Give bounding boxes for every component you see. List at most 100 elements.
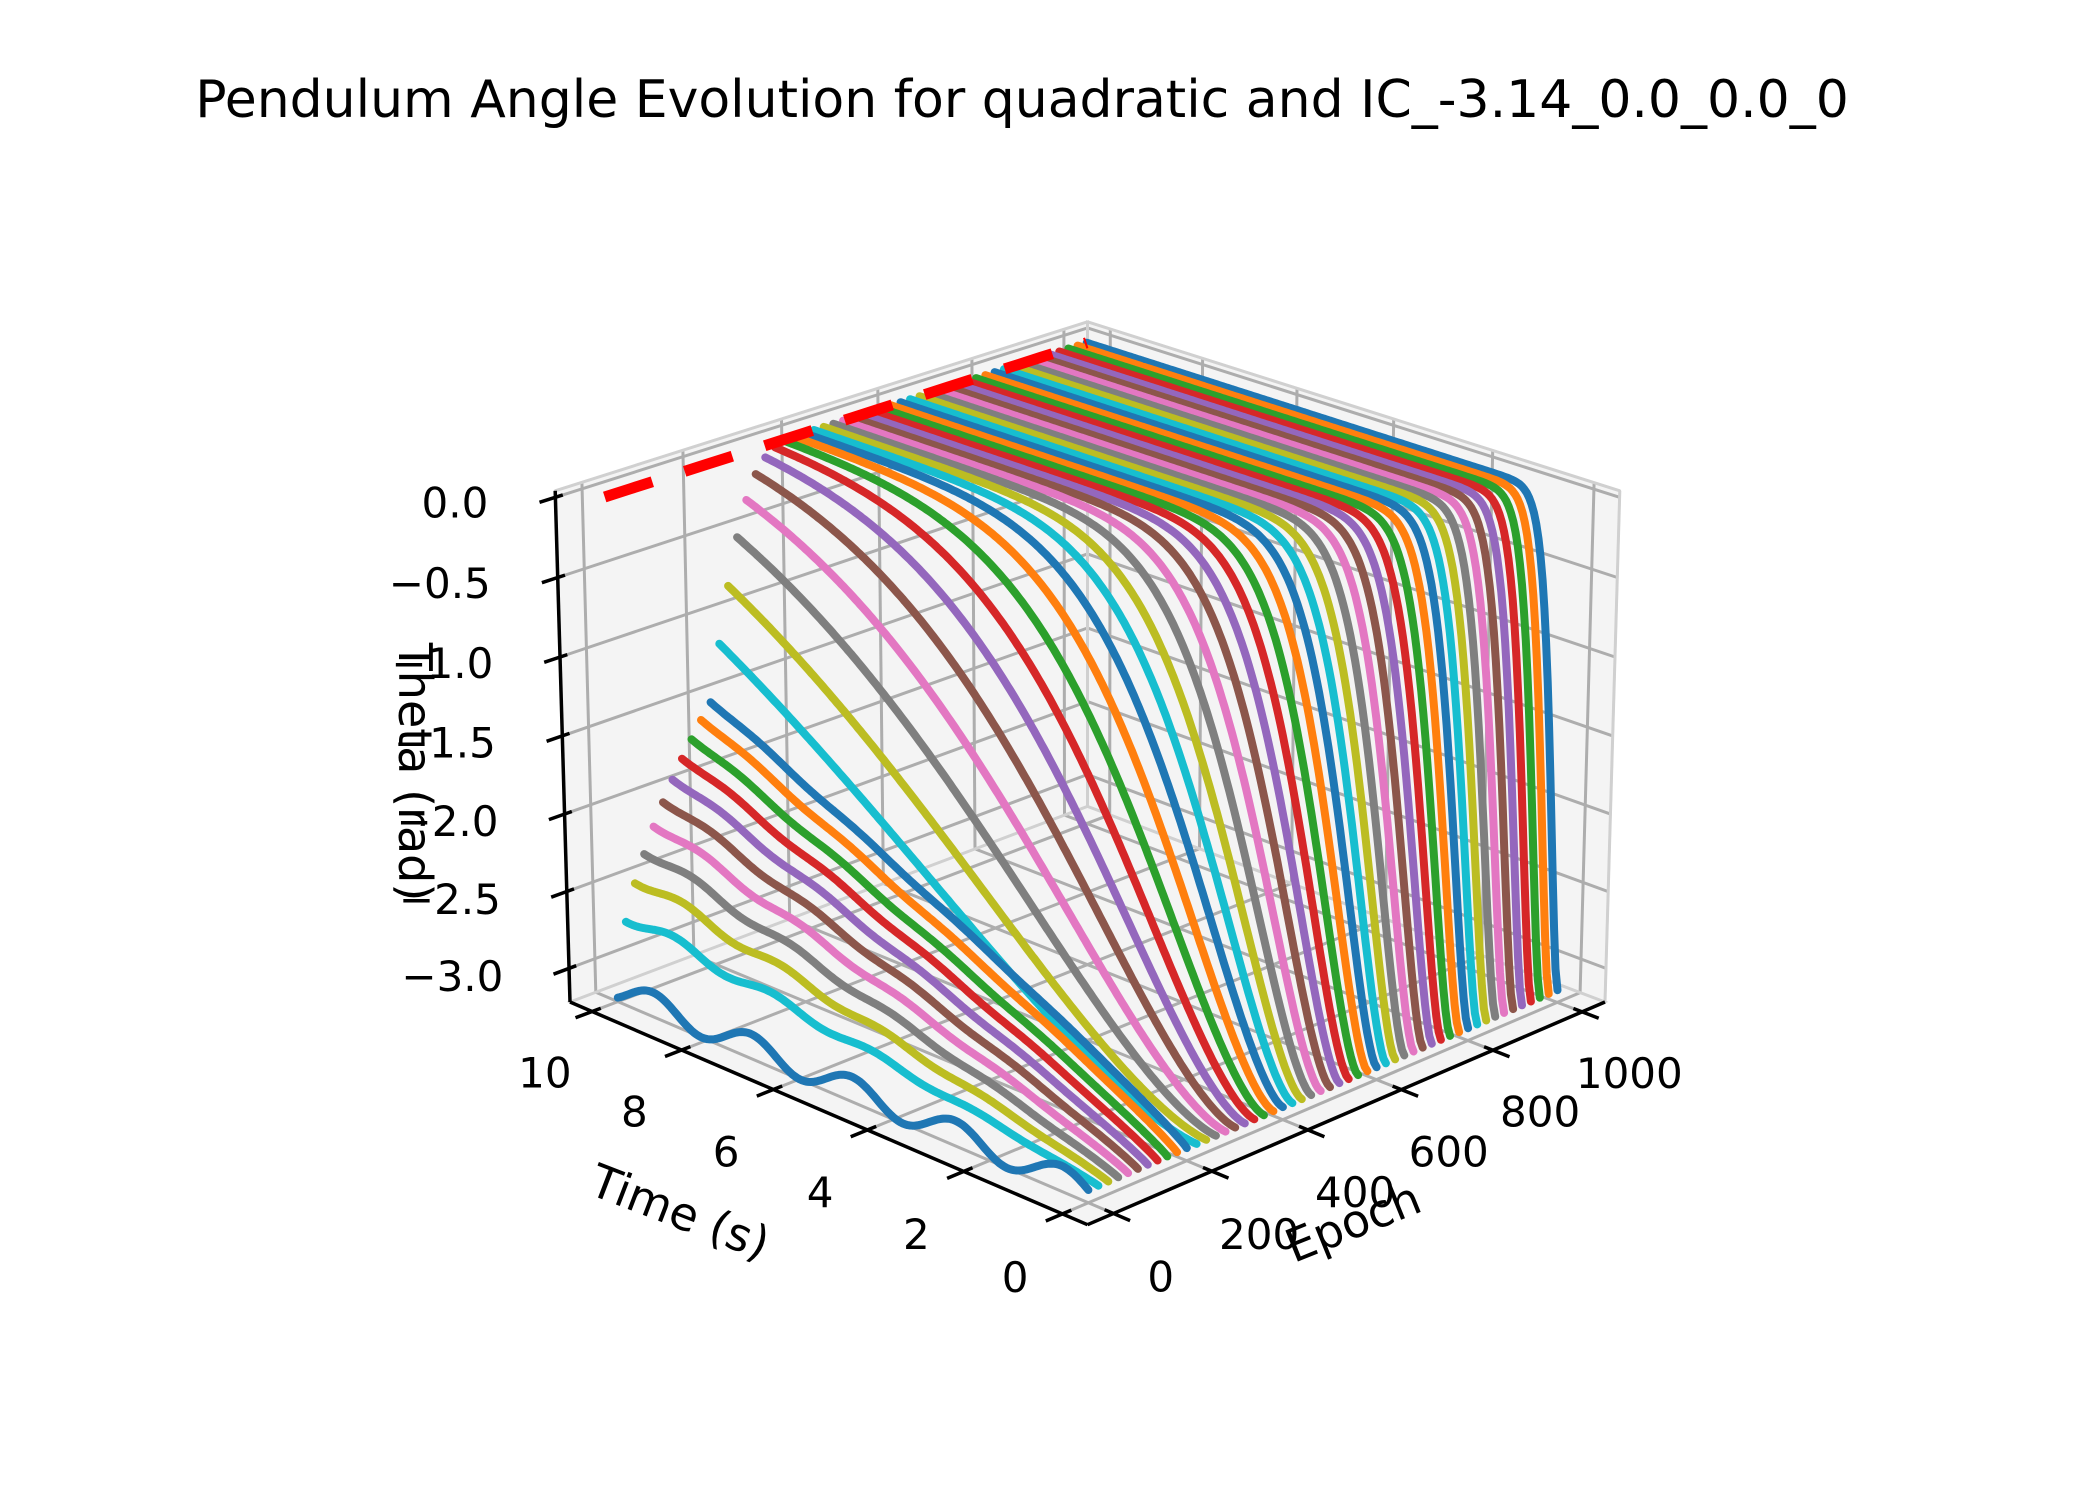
x-tick [1298, 1124, 1326, 1139]
curve-epoch-580 [887, 401, 1372, 1076]
curve-epoch-620 [906, 395, 1390, 1068]
curve-epoch-820 [1000, 365, 1482, 1029]
curve-epoch-740 [962, 377, 1445, 1044]
curve-epoch-0 [613, 986, 1093, 1194]
y-tick-label-0: 0 [1002, 1253, 1029, 1302]
x-tick [1572, 1006, 1600, 1020]
curve-epoch-960 [1064, 344, 1544, 1002]
y-tick-label-10: 10 [518, 1048, 571, 1097]
curve-epoch-120 [668, 775, 1152, 1169]
z-tick [546, 731, 571, 743]
y-axis-line [569, 1000, 1089, 1227]
x-tick-label-800: 800 [1500, 1088, 1580, 1137]
z-tick [538, 493, 564, 504]
curve-epoch-340 [771, 443, 1259, 1124]
z-tick-label-−1.0: −1.0 [391, 639, 493, 688]
grid-theta-left [561, 552, 1088, 738]
curve-epoch-760 [972, 374, 1454, 1040]
x-tick-label-400: 400 [1315, 1168, 1395, 1217]
curve-epoch-360 [780, 437, 1268, 1120]
y-tick [664, 1044, 692, 1059]
y-tick [574, 1006, 602, 1020]
curve-epoch-880 [1027, 356, 1509, 1017]
curve-epoch-380 [790, 432, 1278, 1116]
pane-edge [569, 804, 1089, 1004]
curve-epoch-300 [751, 470, 1240, 1132]
curve-epoch-720 [953, 380, 1436, 1048]
curve-epoch-420 [810, 426, 1297, 1108]
curve-epoch-660 [925, 389, 1409, 1060]
curve-epoch-200 [706, 698, 1191, 1153]
z-tick-label-−2.5: −2.5 [399, 875, 501, 924]
curve-epoch-600 [896, 398, 1381, 1072]
z-tick [548, 809, 573, 822]
y-tick [756, 1084, 783, 1098]
z-tick [541, 573, 566, 585]
curve-epoch-180 [697, 716, 1182, 1157]
curve-epoch-480 [839, 416, 1325, 1095]
curve-epoch-520 [858, 410, 1344, 1088]
x-tick [1483, 1045, 1511, 1059]
curve-epoch-980 [1073, 341, 1553, 998]
curve-epoch-240 [724, 581, 1211, 1144]
grid-theta-left [554, 326, 1088, 499]
tick-marks [538, 493, 1600, 1223]
curve-epoch-260 [733, 533, 1220, 1140]
y-tick [1045, 1208, 1072, 1223]
curve-epoch-540 [867, 407, 1353, 1084]
grid-epoch-wall [681, 450, 696, 956]
curve-epoch-280 [742, 496, 1230, 1136]
x-tick-label-200: 200 [1219, 1210, 1299, 1259]
curve-epoch-160 [687, 735, 1172, 1161]
y-tick [946, 1166, 974, 1181]
x-tick-label-600: 600 [1409, 1127, 1489, 1176]
z-tick [550, 887, 575, 899]
x-tick-label-1000: 1000 [1576, 1049, 1683, 1098]
y-tick [850, 1124, 877, 1139]
z-tick-label-−2.0: −2.0 [397, 797, 499, 846]
target-reference-line [603, 337, 1089, 503]
chart-title: Pendulum Angle Evolution for quadratic a… [195, 70, 1849, 130]
z-tick [543, 652, 568, 664]
curve-epoch-680 [934, 386, 1418, 1056]
pane-edge [554, 320, 1088, 493]
y-tick-label-4: 4 [807, 1168, 834, 1217]
curve-epoch-860 [1018, 359, 1500, 1021]
curve-epoch-700 [943, 383, 1427, 1052]
z-tick-label-−0.5: −0.5 [389, 559, 491, 608]
curve-epoch-840 [1009, 362, 1491, 1025]
curve-epoch-460 [829, 419, 1316, 1100]
curve-epoch-900 [1037, 353, 1518, 1014]
z-tick [552, 964, 577, 976]
grid-epoch-floor [595, 990, 1115, 1215]
curve-epoch-440 [819, 422, 1306, 1104]
curve-epoch-140 [678, 754, 1162, 1165]
x-tick-label-0: 0 [1147, 1253, 1174, 1302]
curve-epoch-320 [761, 453, 1249, 1128]
pane-edge [1087, 320, 1621, 493]
curve-epoch-500 [848, 413, 1334, 1092]
grid-theta-right [1087, 326, 1621, 499]
curve-epoch-560 [877, 404, 1363, 1080]
curve-epoch-100 [659, 798, 1142, 1173]
curve-epoch-40 [630, 879, 1113, 1186]
z-axis-title: Theta (rad) [388, 642, 442, 902]
y-tick-label-6: 6 [713, 1127, 740, 1176]
grid-epoch-wall [780, 418, 792, 919]
grid-time-floor [1061, 991, 1581, 1216]
curve-epoch-400 [800, 429, 1287, 1112]
grid-time-floor [772, 882, 1292, 1091]
y-tick-label-2: 2 [903, 1210, 930, 1259]
grid-time-wall [1578, 482, 1596, 993]
x-tick [1202, 1165, 1230, 1180]
z-tick-label-0.0: 0.0 [422, 478, 489, 527]
x-axis-line [1086, 1000, 1606, 1227]
z-tick-label-−3.0: −3.0 [401, 952, 503, 1001]
curve-epoch-640 [915, 392, 1400, 1064]
pane-edge [1603, 490, 1622, 1003]
x-tick [1103, 1208, 1131, 1223]
curve-epoch-780 [981, 371, 1464, 1037]
trajectory-curves [613, 338, 1562, 1194]
